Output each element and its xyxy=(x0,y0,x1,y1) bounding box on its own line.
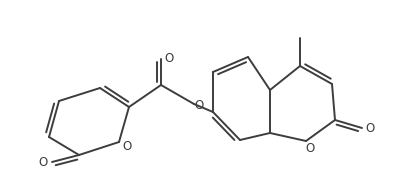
Text: O: O xyxy=(122,141,132,154)
Text: O: O xyxy=(164,52,174,65)
Text: O: O xyxy=(305,142,315,155)
Text: O: O xyxy=(365,121,374,134)
Text: O: O xyxy=(38,155,48,168)
Text: O: O xyxy=(194,99,204,112)
